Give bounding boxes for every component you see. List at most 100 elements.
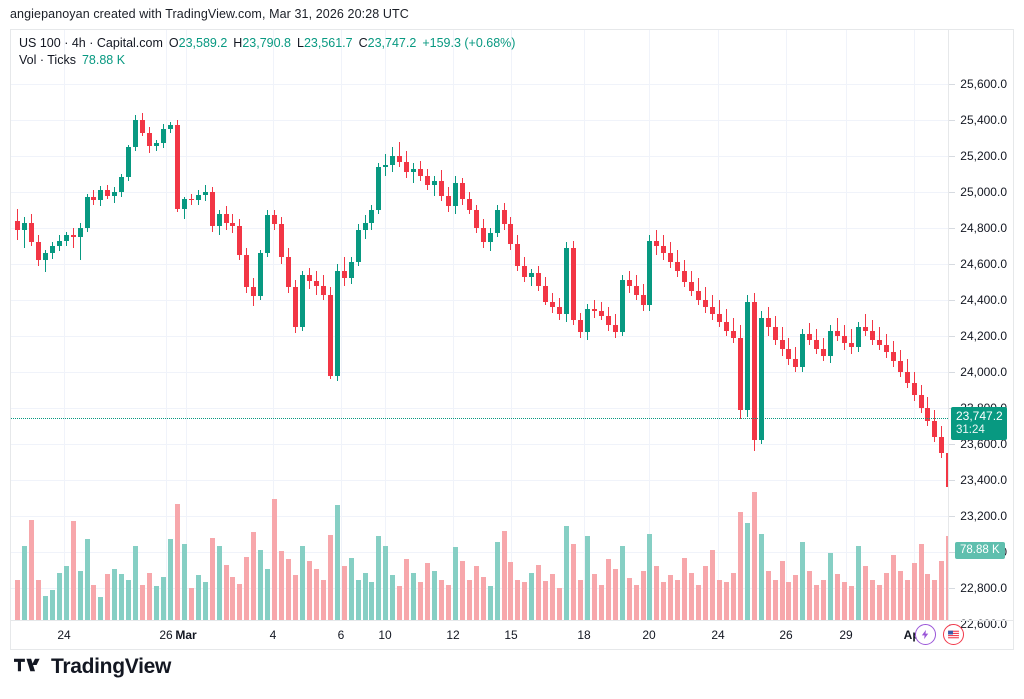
candle-body (466, 199, 472, 210)
candle-body (418, 168, 424, 176)
candle-body (696, 291, 702, 300)
candle-body (807, 334, 813, 340)
candle-body (723, 321, 729, 331)
price-tick-label: 24,400.0 (960, 293, 1007, 307)
candle-body (140, 120, 146, 133)
candle-body (508, 224, 514, 245)
candle-body (647, 240, 653, 306)
candle-body (668, 253, 674, 263)
candle-body (452, 183, 458, 207)
candle-body (897, 361, 903, 372)
candle-body (251, 287, 257, 297)
volume-bar (800, 541, 806, 620)
candle-wick (385, 154, 387, 176)
volume-bar (529, 572, 535, 620)
current-price-badge[interactable]: 23,747.2 31:24 (951, 406, 1007, 440)
candle-wick (399, 141, 401, 167)
volume-bar (237, 583, 243, 620)
candle-body (911, 382, 917, 396)
volume-bar (452, 547, 458, 620)
price-tick-label: 22,800.0 (960, 581, 1007, 595)
volume-bar (154, 586, 159, 620)
volume-bar (411, 572, 417, 620)
volume-bar (710, 549, 715, 620)
volume-bar (911, 563, 917, 620)
time-tick-label: 4 (269, 628, 277, 642)
volume-bar (772, 579, 778, 620)
volume-bar (508, 561, 514, 620)
candle-body (320, 285, 326, 295)
time-tick-label: 6 (337, 628, 345, 642)
price-tick-label: 23,400.0 (960, 473, 1007, 487)
footer-branding: TradingView (14, 655, 171, 679)
grid-line-vertical (166, 30, 167, 620)
time-tick-label: 18 (577, 628, 591, 642)
candle-wick (44, 249, 46, 273)
volume-bar (327, 534, 333, 620)
time-scale[interactable]: 24 26 Mar 4 6 10 12 15 18 20 24 26 29 Apr (11, 620, 1013, 649)
volume-bar (564, 525, 570, 620)
lightning-bolt-icon[interactable] (915, 624, 936, 645)
price-tick-dash (949, 552, 955, 553)
volume-bar (494, 541, 500, 620)
price-tick-label: 24,000.0 (960, 365, 1007, 379)
volume-bar (418, 582, 424, 620)
candle-body (522, 265, 528, 277)
candle-wick (851, 328, 852, 354)
volume-bar (605, 559, 611, 620)
legend-symbol[interactable]: US 100 (19, 36, 61, 50)
volume-bar (883, 572, 889, 620)
chart-legend[interactable]: US 100 · 4h · Capital.com O23,589.2 H23,79… (19, 35, 515, 69)
legend-exchange[interactable]: Capital.com (96, 36, 163, 50)
volume-bar (432, 571, 437, 620)
time-tick-label: 15 (504, 628, 518, 642)
candle-body (946, 453, 948, 488)
candle-body (744, 301, 750, 410)
candle-body (425, 175, 431, 185)
volume-bar (730, 572, 736, 620)
candle-body (216, 213, 222, 227)
legend-interval[interactable]: 4h (71, 36, 86, 50)
chart-frame: US 100 · 4h · Capital.com O23,589.2 H23,79… (10, 29, 1014, 650)
chart-plot-area[interactable]: US 100 · 4h · Capital.com O23,589.2 H23,79… (11, 30, 948, 620)
candle-wick (79, 222, 81, 261)
volume-bar (619, 545, 625, 620)
candle-body (15, 220, 20, 230)
candle-body (786, 348, 792, 360)
candle-body (835, 330, 841, 336)
volume-bar (348, 557, 354, 620)
candle-body (633, 285, 639, 295)
grid-line-vertical (341, 30, 342, 620)
volume-bar (279, 551, 285, 620)
volume-bar (487, 586, 493, 620)
candle-body (626, 280, 632, 286)
legend-volume-value: 78.88 K (81, 53, 126, 67)
candle-body (689, 282, 695, 291)
volume-bar (821, 579, 827, 620)
volume-bar (786, 582, 792, 620)
volume-value-badge[interactable]: 78.88 K (955, 542, 1005, 560)
volume-bar (160, 576, 166, 620)
candle-body (779, 339, 785, 349)
candle-wick (413, 163, 415, 183)
candle-body (376, 166, 382, 210)
price-scale[interactable]: 25,600.0 25,400.0 25,200.0 25,000.0 24,800.0… (948, 30, 1013, 631)
price-tick-dash (949, 516, 955, 517)
volume-bar (21, 545, 27, 620)
price-tick-label: 25,400.0 (960, 113, 1007, 127)
time-tick-label: 26 (779, 628, 793, 642)
legend-volume-title[interactable]: Vol · Ticks (19, 53, 76, 67)
candle-body (605, 316, 611, 326)
volume-bar (723, 582, 729, 620)
candle-body (313, 281, 319, 286)
us-flag-icon[interactable] (943, 624, 964, 645)
candle-body (661, 246, 667, 254)
candle-body (160, 129, 166, 144)
volume-bar (668, 575, 674, 620)
volume-bar (105, 574, 111, 620)
price-tick-label: 24,200.0 (960, 329, 1007, 343)
grid-line-vertical (786, 30, 787, 620)
candle-body (473, 210, 479, 228)
volume-bar (932, 579, 938, 620)
candle-body (411, 168, 417, 173)
